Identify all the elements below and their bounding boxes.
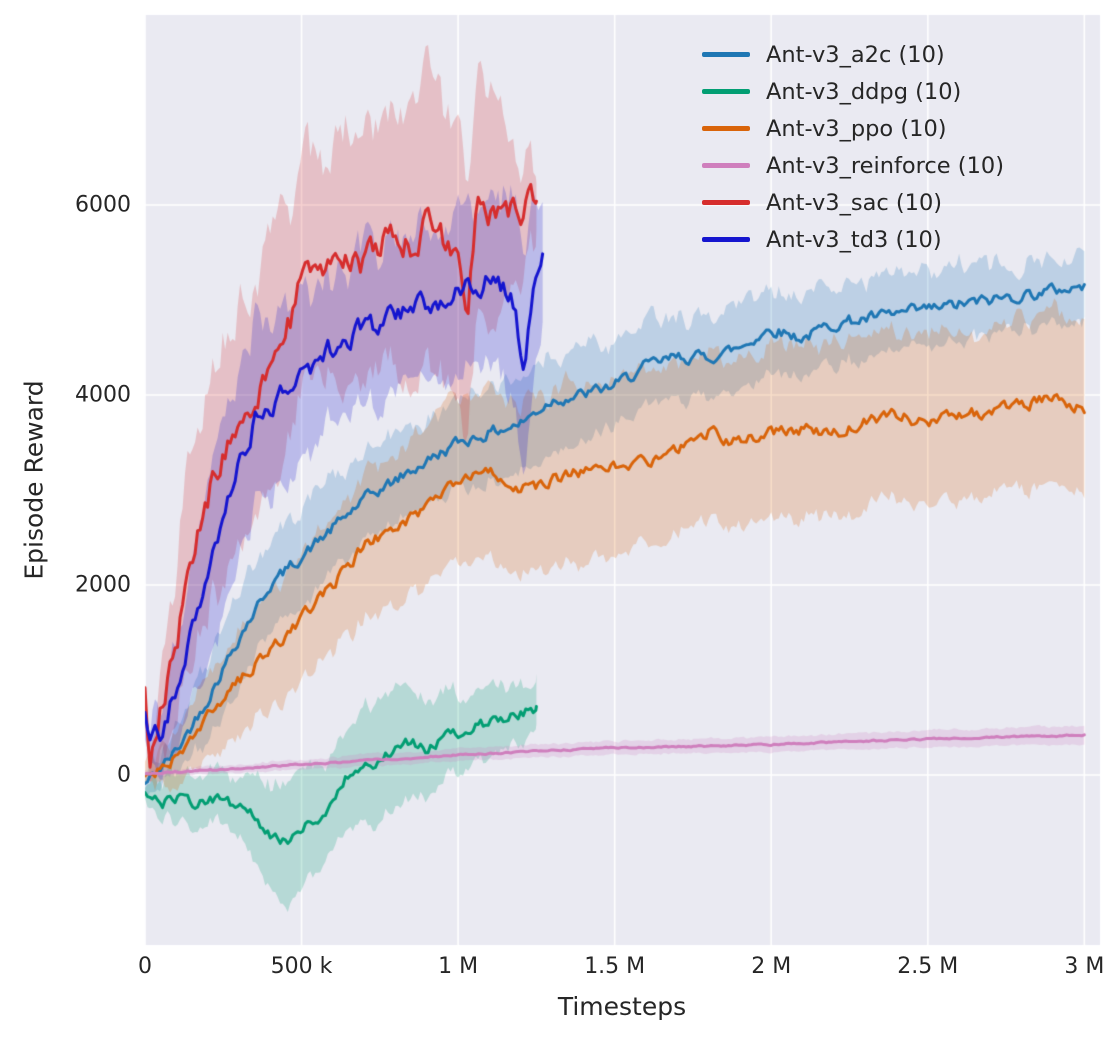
legend-label: Ant-v3_sac (10) (766, 189, 943, 216)
legend-label: Ant-v3_ddpg (10) (766, 78, 962, 105)
legend-item: Ant-v3_td3 (10) (702, 221, 1004, 258)
legend-line-swatch (702, 89, 750, 94)
x-tick-label: 2.5 M (897, 954, 959, 979)
legend: Ant-v3_a2c (10) Ant-v3_ddpg (10) Ant-v3_pp… (702, 36, 1004, 258)
legend-label: Ant-v3_td3 (10) (766, 226, 942, 253)
legend-label: Ant-v3_reinforce (10) (766, 152, 1004, 179)
legend-line-swatch (702, 52, 750, 57)
legend-line-swatch (702, 200, 750, 205)
x-tick-label: 1 M (438, 954, 479, 979)
x-tick-label: 3 M (1064, 954, 1105, 979)
legend-line-swatch (702, 126, 750, 131)
y-tick-label: 6000 (75, 192, 131, 218)
x-tick-label: 2 M (751, 954, 792, 979)
legend-line-swatch (702, 237, 750, 242)
y-tick-label: 4000 (75, 382, 131, 408)
legend-item: Ant-v3_sac (10) (702, 184, 1004, 221)
legend-label: Ant-v3_ppo (10) (766, 115, 947, 142)
x-tick-label: 1.5 M (584, 954, 646, 979)
legend-item: Ant-v3_reinforce (10) (702, 147, 1004, 184)
x-axis-label: Timesteps (557, 992, 687, 1021)
legend-item: Ant-v3_a2c (10) (702, 36, 1004, 73)
legend-item: Ant-v3_ppo (10) (702, 110, 1004, 147)
legend-item: Ant-v3_ddpg (10) (702, 73, 1004, 110)
y-tick-label: 2000 (75, 572, 131, 598)
x-tick-label: 0 (138, 954, 152, 979)
legend-label: Ant-v3_a2c (10) (766, 41, 945, 68)
y-axis-label: Episode Reward (19, 380, 49, 580)
x-tick-label: 500 k (270, 954, 333, 979)
y-tick-label: 0 (117, 762, 131, 788)
legend-line-swatch (702, 163, 750, 168)
